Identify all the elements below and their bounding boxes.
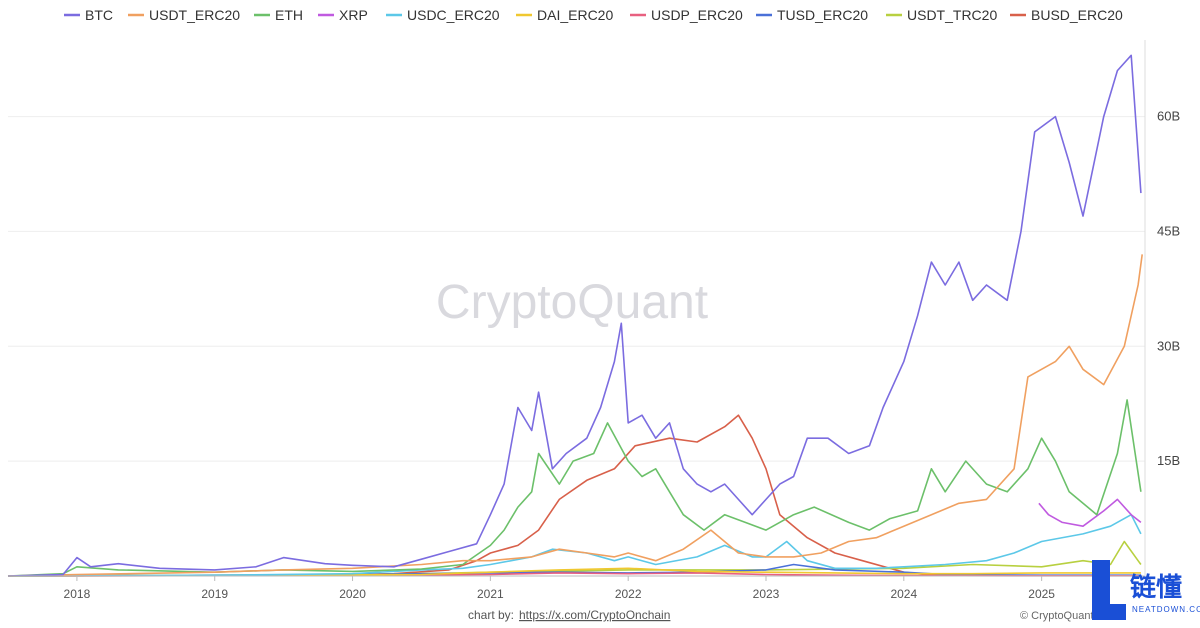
legend-item-usdt-trc20[interactable]: USDT_TRC20 bbox=[886, 7, 997, 23]
y-tick-label: 45B bbox=[1157, 223, 1180, 238]
legend-label: USDP_ERC20 bbox=[651, 7, 743, 23]
legend-item-usdp-erc20[interactable]: USDP_ERC20 bbox=[630, 7, 743, 23]
series-line-dai-erc20 bbox=[7, 567, 1141, 577]
x-tick-label: 2025 bbox=[1028, 587, 1055, 601]
legend-item-tusd-erc20[interactable]: TUSD_ERC20 bbox=[756, 7, 868, 23]
series-lines bbox=[7, 54, 1143, 577]
credit: chart by: https://x.com/CryptoOnchain bbox=[468, 608, 670, 622]
x-tick-label: 2024 bbox=[890, 587, 917, 601]
legend[interactable]: BTC USDT_ERC20 ETH XRP USDC_ERC20 DAI_ERC20 US… bbox=[64, 7, 1123, 23]
x-tick-label: 2022 bbox=[615, 587, 642, 601]
x-tick-label: 2021 bbox=[477, 587, 504, 601]
legend-item-usdt-erc20[interactable]: USDT_ERC20 bbox=[128, 7, 240, 23]
series-line-xrp bbox=[1038, 498, 1142, 528]
logo-subtext: NEATDOWN.COM bbox=[1132, 605, 1200, 614]
copyright-text: © CryptoQuant bbox=[1020, 610, 1094, 622]
credit-link[interactable]: https://x.com/CryptoOnchain bbox=[519, 608, 670, 622]
legend-label: BTC bbox=[85, 7, 113, 23]
legend-label: USDT_ERC20 bbox=[149, 7, 240, 23]
x-tick-label: 2019 bbox=[201, 587, 228, 601]
watermark: CryptoQuant bbox=[436, 276, 708, 329]
legend-label: BUSD_ERC20 bbox=[1031, 7, 1123, 23]
legend-item-busd-erc20[interactable]: BUSD_ERC20 bbox=[1010, 7, 1123, 23]
legend-label: ETH bbox=[275, 7, 303, 23]
x-tick-label: 2023 bbox=[753, 587, 780, 601]
y-tick-label: 30B bbox=[1157, 338, 1180, 353]
y-tick-label: 60B bbox=[1157, 109, 1180, 124]
y-tick-label: 15B bbox=[1157, 453, 1180, 468]
series-line-usdc-erc20 bbox=[7, 513, 1142, 577]
legend-item-xrp[interactable]: XRP bbox=[318, 7, 368, 23]
legend-label: USDC_ERC20 bbox=[407, 7, 500, 23]
legend-label: USDT_TRC20 bbox=[907, 7, 997, 23]
site-logo: 链懂 NEATDOWN.COM bbox=[1092, 560, 1200, 620]
legend-label: TUSD_ERC20 bbox=[777, 7, 868, 23]
x-axis-ticks: 2018 2019 2020 2021 2022 2023 2024 2025 bbox=[64, 576, 1055, 601]
legend-item-usdc-erc20[interactable]: USDC_ERC20 bbox=[386, 7, 500, 23]
credit-prefix: chart by: bbox=[468, 608, 514, 622]
legend-label: XRP bbox=[339, 7, 368, 23]
series-line-usdt-erc20 bbox=[7, 254, 1143, 577]
series-line-eth bbox=[7, 399, 1142, 577]
x-tick-label: 2020 bbox=[339, 587, 366, 601]
legend-item-btc[interactable]: BTC bbox=[64, 7, 113, 23]
legend-item-eth[interactable]: ETH bbox=[254, 7, 303, 23]
grid-lines bbox=[8, 116, 1145, 462]
logo-text: 链懂 bbox=[1130, 572, 1182, 602]
x-tick-label: 2018 bbox=[64, 587, 91, 601]
y-axis-ticks: 15B 30B 45B 60B bbox=[1157, 109, 1180, 469]
series-line-busd-erc20 bbox=[7, 414, 1141, 577]
series-line-btc bbox=[7, 54, 1142, 577]
legend-label: DAI_ERC20 bbox=[537, 7, 613, 23]
legend-item-dai-erc20[interactable]: DAI_ERC20 bbox=[516, 7, 613, 23]
